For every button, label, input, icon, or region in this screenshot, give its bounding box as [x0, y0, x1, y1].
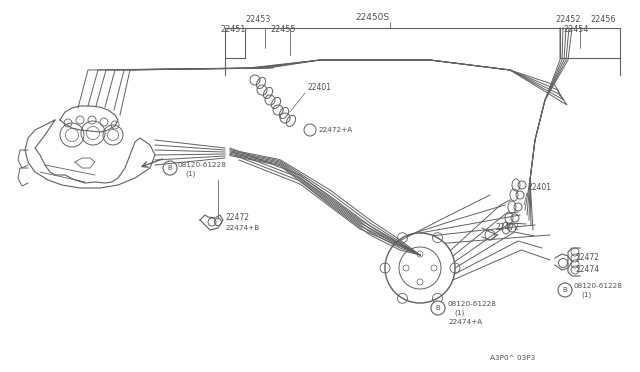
Text: 22453: 22453 — [245, 16, 270, 25]
Text: 22454: 22454 — [563, 26, 588, 35]
Circle shape — [163, 161, 177, 175]
Text: 22472: 22472 — [495, 224, 519, 232]
Circle shape — [431, 301, 445, 315]
Text: (1): (1) — [454, 310, 464, 316]
Text: B: B — [436, 305, 440, 311]
Text: 22401: 22401 — [528, 183, 552, 192]
Text: 22456: 22456 — [590, 16, 616, 25]
Text: 22401: 22401 — [308, 83, 332, 93]
Text: 22452: 22452 — [555, 16, 580, 25]
Text: 08120-61228: 08120-61228 — [447, 301, 496, 307]
Text: 22474+B: 22474+B — [225, 225, 259, 231]
Text: A3P0^ 03P3: A3P0^ 03P3 — [490, 355, 535, 361]
Text: 22474: 22474 — [575, 266, 599, 275]
Text: 22474+A: 22474+A — [448, 319, 483, 325]
Text: B: B — [563, 287, 568, 293]
Text: B: B — [168, 165, 172, 171]
Text: 22455: 22455 — [270, 26, 296, 35]
Circle shape — [558, 283, 572, 297]
Text: 08120-61228: 08120-61228 — [178, 162, 227, 168]
Text: 22450S: 22450S — [355, 13, 389, 22]
Text: (1): (1) — [581, 292, 591, 298]
Text: 22472: 22472 — [575, 253, 599, 263]
Text: (1): (1) — [185, 171, 195, 177]
Text: 22451: 22451 — [220, 26, 245, 35]
Text: 08120-61228: 08120-61228 — [574, 283, 623, 289]
Text: 22472: 22472 — [226, 214, 250, 222]
Text: 22472+A: 22472+A — [318, 127, 352, 133]
